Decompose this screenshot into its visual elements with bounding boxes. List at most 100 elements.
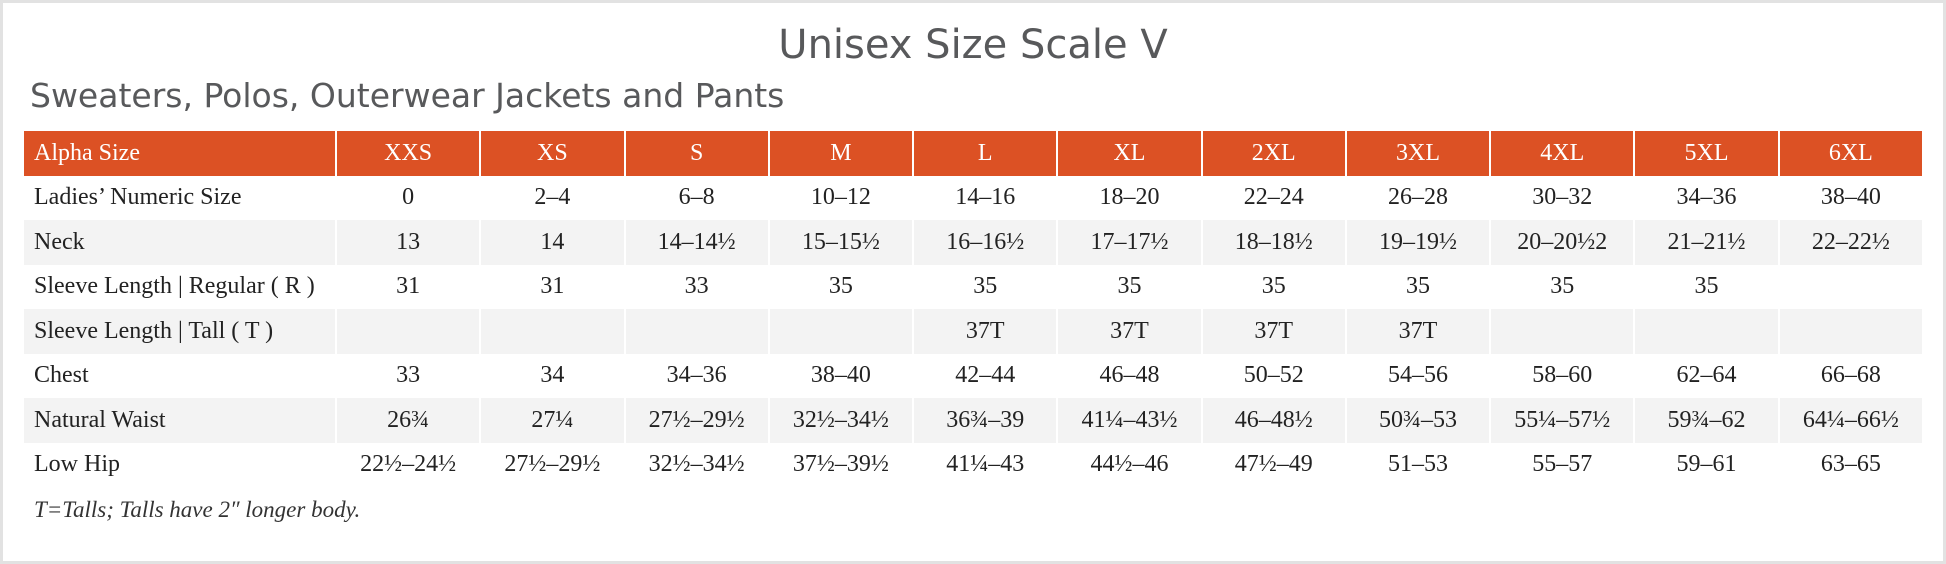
cell: 6–8	[623, 175, 770, 220]
header-row: Alpha Size XXS XS S M L XL 2XL 3XL 4XL 5XL 6XL	[22, 131, 1925, 176]
cell: 38–40	[1777, 175, 1925, 220]
column-header: 6XL	[1777, 131, 1925, 176]
cell: 47½–49	[1200, 442, 1347, 487]
cell: 14–14½	[623, 220, 770, 265]
cell: 16–16½	[912, 220, 1059, 265]
cell: 35	[1344, 264, 1492, 309]
cell: 55–57	[1489, 442, 1636, 487]
column-header: M	[767, 131, 915, 176]
cell: 34–36	[623, 353, 770, 398]
cell: 35	[912, 264, 1059, 309]
cell: 38–40	[767, 353, 915, 398]
cell: 22½–24½	[334, 442, 482, 487]
cell	[1777, 309, 1925, 354]
cell: 63–65	[1777, 442, 1925, 487]
cell: 50¾–53	[1344, 398, 1492, 443]
cell: 35	[1200, 264, 1347, 309]
size-table: Alpha Size XXS XS S M L XL 2XL 3XL 4XL 5XL 6XL Ladi…	[22, 131, 1925, 487]
cell	[334, 309, 482, 354]
column-header: XXS	[334, 131, 482, 176]
cell: 35	[1633, 264, 1780, 309]
cell: 59–61	[1633, 442, 1780, 487]
cell: 22–24	[1200, 175, 1347, 220]
cell: 34	[479, 353, 626, 398]
cell	[479, 309, 626, 354]
cell: 37T	[912, 309, 1059, 354]
cell: 30–32	[1489, 175, 1636, 220]
title: Unisex Size Scale V	[778, 22, 1168, 68]
cell: 21–21½	[1633, 220, 1780, 265]
cell: 33	[623, 264, 770, 309]
cell: 34–36	[1633, 175, 1780, 220]
column-header: S	[623, 131, 770, 176]
column-header: 4XL	[1489, 131, 1636, 176]
cell: 22–22½	[1777, 220, 1925, 265]
cell: 55¼–57½	[1489, 398, 1636, 443]
cell: 18–18½	[1200, 220, 1347, 265]
cell: 27½–29½	[479, 442, 626, 487]
cell	[623, 309, 770, 354]
cell: 26–28	[1344, 175, 1492, 220]
column-header: XL	[1056, 131, 1203, 176]
table-row: Neck 13 14 14–14½ 15–15½ 16–16½ 17–17½ 18–18½ 19…	[22, 220, 1925, 265]
subtitle: Sweaters, Polos, Outerwear Jackets and P…	[30, 76, 785, 115]
cell: 46–48	[1056, 353, 1203, 398]
row-label: Ladies’ Numeric Size	[22, 175, 337, 220]
cell	[1777, 264, 1925, 309]
row-label: Neck	[22, 220, 337, 265]
cell: 35	[767, 264, 915, 309]
column-header: L	[912, 131, 1059, 176]
cell: 14	[479, 220, 626, 265]
cell: 62–64	[1633, 353, 1780, 398]
cell: 36¾–39	[912, 398, 1059, 443]
row-label: Chest	[22, 353, 337, 398]
cell: 35	[1489, 264, 1636, 309]
cell: 37T	[1200, 309, 1347, 354]
column-header: 2XL	[1200, 131, 1347, 176]
cell: 37T	[1344, 309, 1492, 354]
cell: 19–19½	[1344, 220, 1492, 265]
cell: 66–68	[1777, 353, 1925, 398]
cell: 44½–46	[1056, 442, 1203, 487]
cell: 35	[1056, 264, 1203, 309]
cell: 31	[334, 264, 482, 309]
table-row: Ladies’ Numeric Size 0 2–4 6–8 10–12 14–16 18–…	[22, 175, 1925, 220]
cell	[1633, 309, 1780, 354]
column-header: 3XL	[1344, 131, 1492, 176]
cell: 58–60	[1489, 353, 1636, 398]
cell: 54–56	[1344, 353, 1492, 398]
table-row: Low Hip 22½–24½ 27½–29½ 32½–34½ 37½–39½ 41¼–4…	[22, 442, 1925, 487]
cell: 27¼	[479, 398, 626, 443]
column-header: Alpha Size	[22, 131, 337, 176]
cell: 50–52	[1200, 353, 1347, 398]
cell: 2–4	[479, 175, 626, 220]
cell	[767, 309, 915, 354]
cell: 51–53	[1344, 442, 1492, 487]
cell: 0	[334, 175, 482, 220]
row-label: Low Hip	[22, 442, 337, 487]
table-row: Sleeve Length | Tall ( T ) 37T 37T 37T 37T	[22, 309, 1925, 354]
row-label: Sleeve Length | Tall ( T )	[22, 309, 337, 354]
cell: 42–44	[912, 353, 1059, 398]
cell: 46–48½	[1200, 398, 1347, 443]
cell: 59¾–62	[1633, 398, 1780, 443]
cell: 41¼–43½	[1056, 398, 1203, 443]
cell: 37T	[1056, 309, 1203, 354]
row-label: Natural Waist	[22, 398, 337, 443]
cell: 10–12	[767, 175, 915, 220]
cell: 32½–34½	[623, 442, 770, 487]
table-row: Sleeve Length | Regular ( R ) 31 31 33 35 35 3…	[22, 264, 1925, 309]
cell: 27½–29½	[623, 398, 770, 443]
cell: 15–15½	[767, 220, 915, 265]
cell: 17–17½	[1056, 220, 1203, 265]
cell	[1489, 309, 1636, 354]
cell: 41¼–43	[912, 442, 1059, 487]
cell: 18–20	[1056, 175, 1203, 220]
table-row: Natural Waist 26¾ 27¼ 27½–29½ 32½–34½ 36¾–39 4…	[22, 398, 1925, 443]
cell: 13	[334, 220, 482, 265]
cell: 37½–39½	[767, 442, 915, 487]
cell: 32½–34½	[767, 398, 915, 443]
column-header: XS	[479, 131, 626, 176]
cell: 33	[334, 353, 482, 398]
